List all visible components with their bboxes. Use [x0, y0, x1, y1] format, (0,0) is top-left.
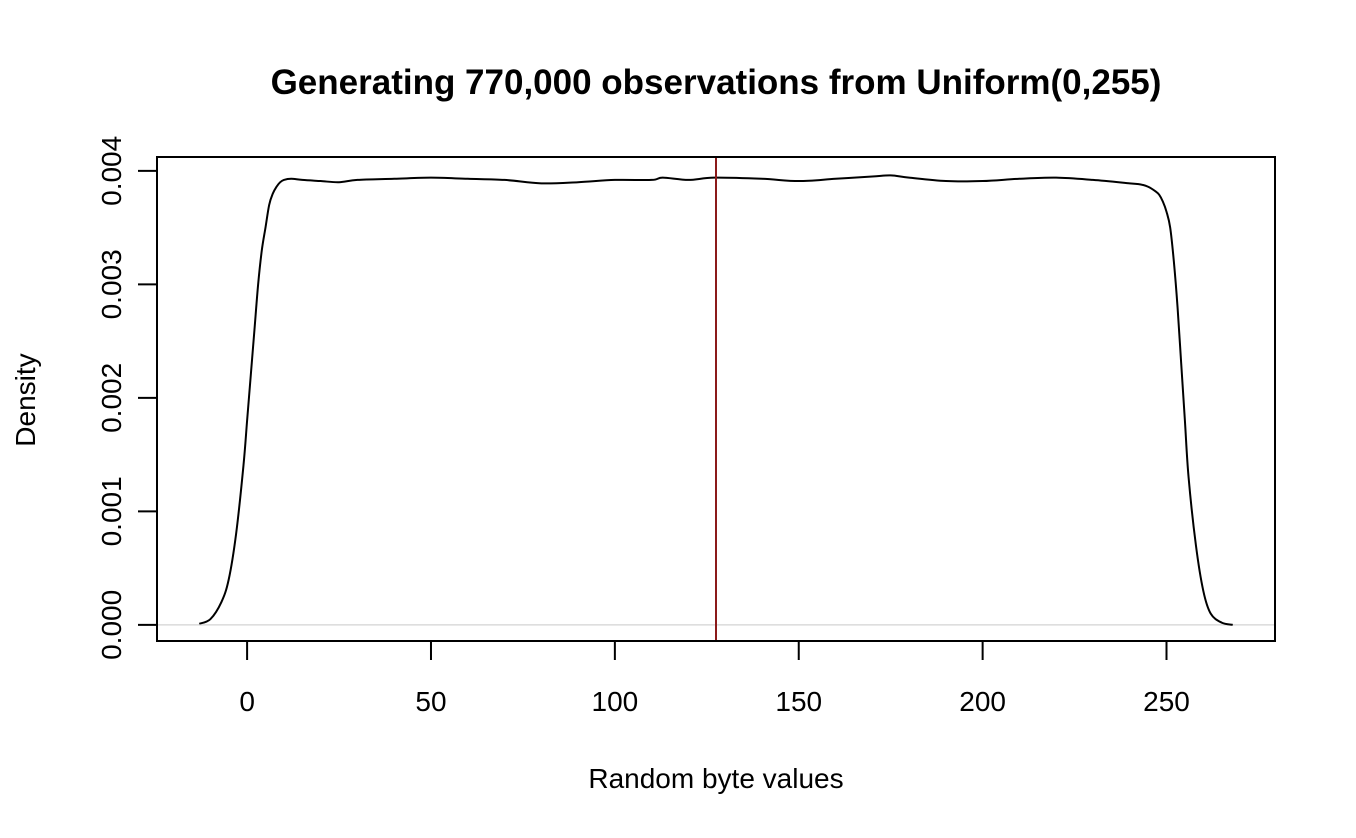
x-axis: 0 50 100 150 200 250 [239, 640, 1190, 717]
y-tick-label: 0.002 [96, 363, 127, 433]
x-tick-label: 250 [1143, 686, 1190, 717]
y-tick-label: 0.004 [96, 136, 127, 206]
y-axis: 0.000 0.001 0.002 0.003 0.004 [96, 136, 158, 660]
x-axis-label: Random byte values [588, 763, 843, 794]
y-axis-label: Density [10, 353, 41, 446]
density-series-layer [198, 174, 1233, 626]
chart-title: Generating 770,000 observations from Uni… [271, 63, 1162, 102]
x-tick-label: 100 [592, 686, 639, 717]
density-curve-0 [198, 174, 1233, 626]
y-tick-label: 0.001 [96, 476, 127, 546]
x-tick-label: 150 [775, 686, 822, 717]
x-tick-label: 50 [415, 686, 446, 717]
y-tick-label: 0.000 [96, 590, 127, 660]
x-tick-label: 0 [239, 686, 255, 717]
y-tick-label: 0.003 [96, 249, 127, 319]
x-tick-label: 200 [959, 686, 1006, 717]
